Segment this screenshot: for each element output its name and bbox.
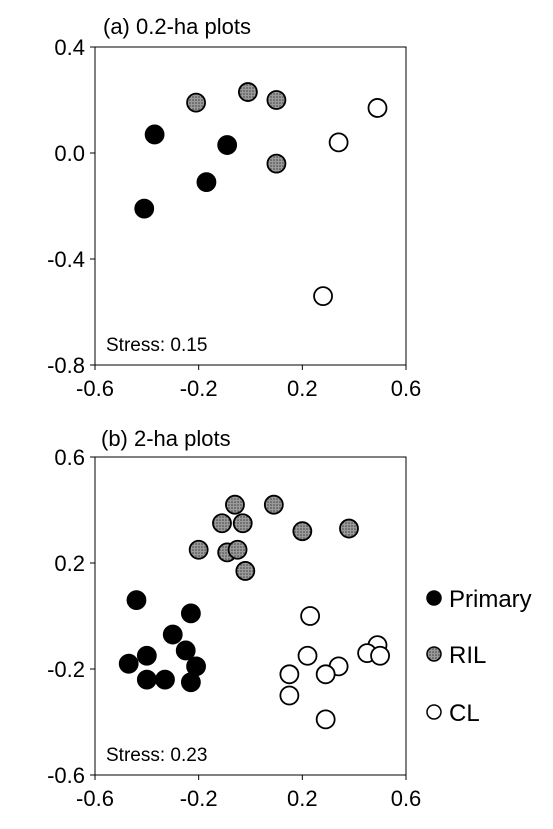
legend-marker-ril [426, 646, 442, 662]
panel-a-point-ril [266, 153, 287, 174]
panel-b-x-tick-label: -0.6 [76, 786, 114, 811]
panel-b-point-primary [162, 624, 183, 645]
legend-marker-primary [426, 590, 442, 606]
panel-a-stress-annotation: Stress: 0.15 [106, 335, 207, 356]
panel-a-y-tick-label: 0.0 [54, 141, 85, 166]
panel-b-x-tick-label: 0.2 [287, 786, 318, 811]
panel-b-y-tick-label: 0.6 [54, 445, 85, 470]
panel-b-point-primary [155, 669, 175, 690]
panel-a-point-cl [328, 132, 349, 153]
panel-b-point-ril [235, 561, 256, 581]
panel-a-title: (a) 0.2-ha plots [103, 14, 251, 39]
panel-b-point-ril [227, 539, 248, 560]
panel-b-point-cl [370, 645, 390, 666]
panel-a-x-tick-label: 0.2 [287, 376, 318, 401]
panel-b-point-primary [175, 640, 196, 661]
panel-b-point-ril [339, 518, 359, 539]
panel-b-point-primary [180, 672, 201, 693]
panel-a-axes: -0.6 -0.2 0.2 0.6 0.4 0.0 -0.4 -0.8 [47, 35, 421, 401]
panel-a-0-2-ha-plots: (a) 0.2-ha plots Stress: 0.15 -0.6 -0.2 0.… [47, 14, 421, 401]
panel-b-point-ril [212, 513, 232, 534]
panel-a-x-tick-label: 0.6 [391, 376, 422, 401]
legend: Primary RIL CL [426, 586, 532, 727]
panel-b-title: (b) 2-ha plots [101, 426, 231, 451]
panel-b-x-tick-label: 0.6 [391, 786, 422, 811]
legend-item-ril: RIL [426, 642, 486, 669]
panel-a-point-ril [266, 90, 287, 110]
panel-a-point-ril [238, 82, 258, 102]
panel-b-y-tick-label: -0.2 [47, 657, 85, 682]
panel-a-y-tick-label: -0.8 [47, 353, 85, 378]
legend-item-primary: Primary [426, 586, 532, 613]
panel-b-point-ril [232, 513, 253, 534]
panel-b-point-ril [263, 494, 284, 515]
panel-b-point-primary [126, 590, 147, 610]
panel-a-point-primary [134, 198, 155, 219]
panel-b-point-primary [180, 603, 201, 624]
panel-b-stress-annotation: Stress: 0.23 [106, 745, 207, 766]
panel-a-x-tick-label: -0.2 [180, 376, 218, 401]
legend-label-cl: CL [449, 700, 480, 727]
panel-a-point-cl [313, 286, 333, 307]
panel-b-axes: -0.6 -0.2 0.2 0.6 0.6 0.2 -0.2 -0.6 [47, 445, 421, 811]
panel-b-y-tick-label: -0.6 [47, 763, 85, 788]
panel-a-y-tick-label: 0.4 [54, 35, 85, 60]
panel-a-point-primary [196, 172, 217, 193]
panel-a-point-ril [186, 92, 206, 113]
panel-b-point-cl [315, 709, 336, 730]
panel-b-y-tick-label: 0.2 [54, 551, 85, 576]
panel-b-point-primary [136, 645, 157, 666]
panel-b-point-cl [297, 645, 318, 666]
panel-a-y-tick-label: -0.4 [47, 247, 85, 272]
panel-b-point-primary [118, 653, 139, 674]
panel-b-plot-frame [94, 456, 407, 776]
panel-a-x-tick-label: -0.6 [76, 376, 114, 401]
panel-a-point-primary [217, 135, 238, 155]
panel-b-point-cl [315, 664, 336, 685]
legend-item-cl: CL [426, 700, 480, 727]
legend-label-ril: RIL [449, 642, 486, 669]
panel-b-point-cl [279, 664, 300, 685]
panel-a-point-cl [367, 98, 388, 118]
panel-b-point-ril [292, 521, 313, 542]
panel-b-points [118, 494, 390, 730]
panel-a-points [134, 82, 388, 307]
legend-label-primary: Primary [449, 586, 532, 613]
panel-a-plot-frame [94, 46, 407, 366]
panel-b-point-primary [136, 669, 157, 690]
panel-b-point-cl [279, 685, 300, 706]
panel-a-point-primary [144, 124, 165, 145]
panel-b-x-tick-label: -0.2 [180, 786, 218, 811]
panel-b-2-ha-plots: (b) 2-ha plots Stress: 0.23 -0.6 -0.2 0.2 0… [47, 426, 421, 811]
panel-b-point-ril [188, 539, 209, 560]
panel-b-point-cl [300, 606, 321, 626]
legend-marker-cl [426, 704, 442, 720]
panel-b-point-ril [225, 494, 245, 515]
